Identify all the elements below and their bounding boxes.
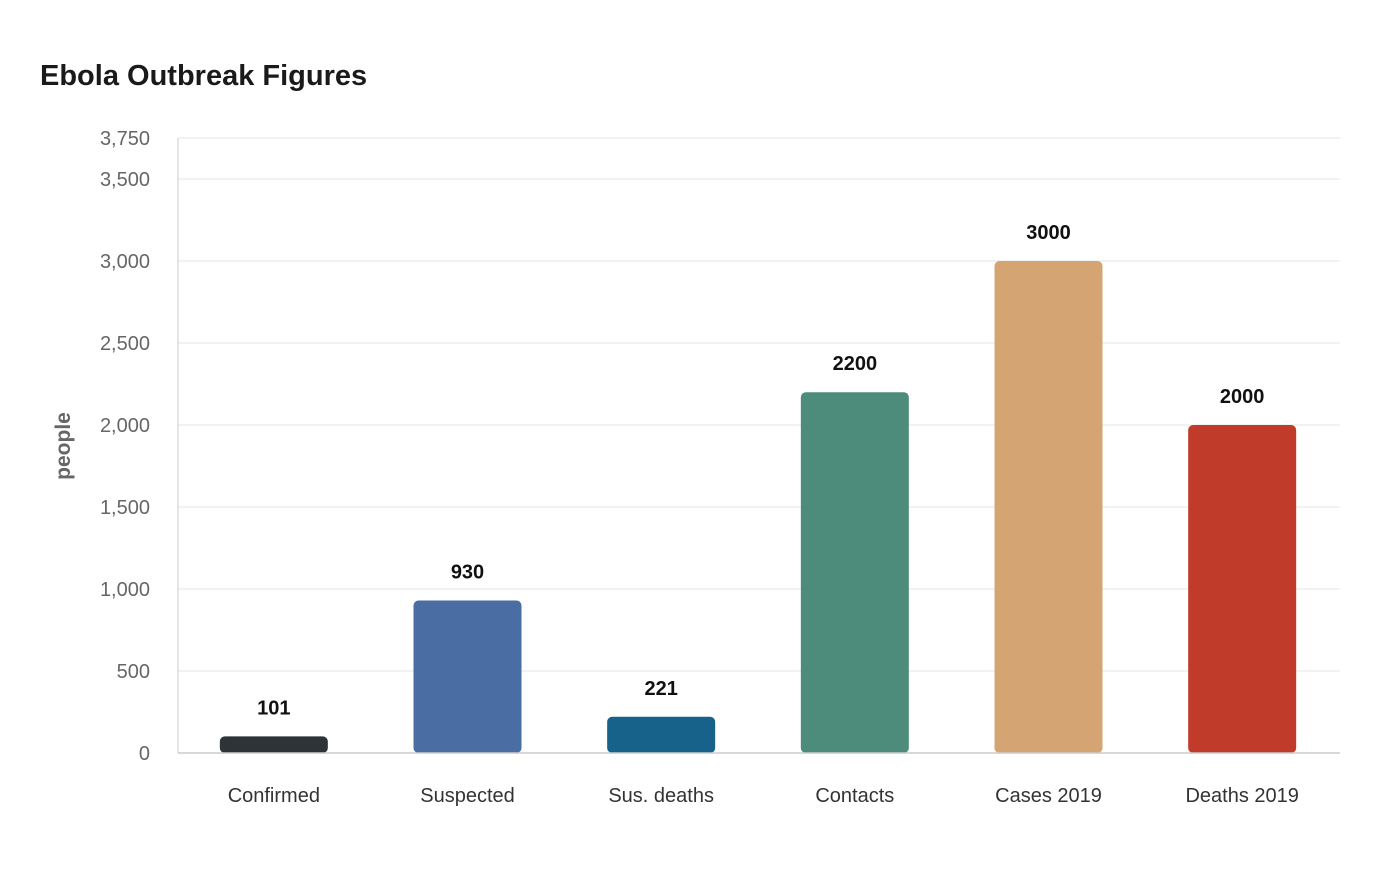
chart-title: Ebola Outbreak Figures bbox=[40, 60, 368, 92]
bar[interactable] bbox=[800, 392, 909, 753]
y-axis-ticks: 0 500 1,000 1,500 2,000 2,500 3,000 3,500 3,750 bbox=[100, 128, 150, 765]
category-label: Cases 2019 bbox=[995, 785, 1102, 807]
y-tick-label: 3,750 bbox=[100, 128, 150, 150]
data-label: 3000 bbox=[1026, 222, 1071, 244]
y-axis-label: people bbox=[52, 412, 75, 480]
bar[interactable] bbox=[994, 261, 1103, 753]
data-label: 930 bbox=[451, 561, 484, 583]
data-label: 221 bbox=[644, 678, 677, 700]
gridlines bbox=[178, 137, 1340, 672]
bar[interactable] bbox=[413, 600, 522, 753]
data-label: 101 bbox=[257, 697, 290, 719]
bar[interactable] bbox=[607, 716, 716, 753]
y-tick-label: 1,500 bbox=[100, 497, 150, 519]
category-label: Contacts bbox=[815, 785, 894, 807]
bar[interactable] bbox=[219, 736, 328, 753]
y-tick-label: 0 bbox=[139, 743, 150, 765]
y-tick-label: 3,500 bbox=[100, 169, 150, 191]
data-label: 2200 bbox=[833, 353, 878, 375]
y-tick-label: 500 bbox=[117, 661, 150, 683]
bar[interactable] bbox=[1188, 425, 1297, 753]
category-label: Sus. deaths bbox=[608, 785, 714, 807]
category-label: Suspected bbox=[420, 785, 515, 807]
x-axis-categories: Confirmed Suspected Sus. deaths Contacts Cas… bbox=[228, 785, 1299, 807]
y-tick-label: 2,500 bbox=[100, 333, 150, 355]
category-label: Confirmed bbox=[228, 785, 320, 807]
y-tick-label: 1,000 bbox=[100, 579, 150, 601]
y-tick-label: 2,000 bbox=[100, 415, 150, 437]
y-tick-label: 3,000 bbox=[100, 251, 150, 273]
bars bbox=[219, 261, 1297, 753]
data-label: 2000 bbox=[1220, 386, 1265, 408]
category-label: Deaths 2019 bbox=[1185, 785, 1298, 807]
data-labels: 101 930 221 2200 3000 2000 bbox=[257, 222, 1264, 719]
